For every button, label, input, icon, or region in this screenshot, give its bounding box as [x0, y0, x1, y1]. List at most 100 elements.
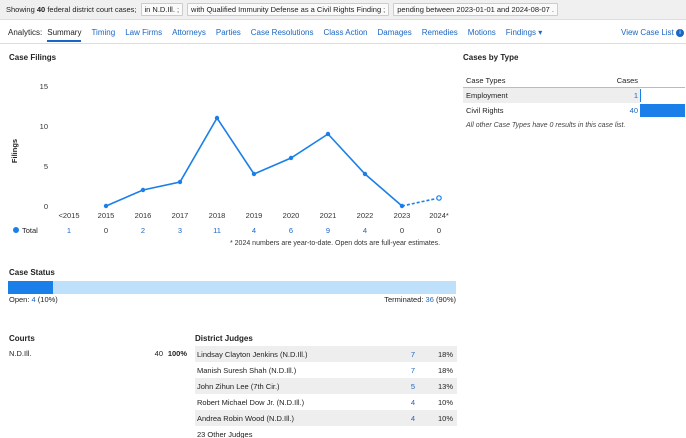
- tab-summary[interactable]: Summary: [47, 28, 82, 42]
- header-cases: Cases: [616, 76, 638, 85]
- case-type-bar-track: [640, 89, 685, 102]
- total-value: 1: [67, 226, 71, 235]
- estimate-point: [436, 195, 442, 201]
- total-value: 9: [326, 226, 330, 235]
- view-case-list-link[interactable]: View Case List i: [621, 28, 684, 37]
- x-tick-label: <2015: [58, 211, 79, 220]
- total-value: 0: [437, 226, 441, 235]
- judge-pct: 10%: [437, 397, 453, 407]
- case-type-count-link[interactable]: 1: [583, 88, 640, 103]
- case-type-bar-track: [640, 104, 685, 117]
- data-point: [288, 155, 294, 161]
- tab-timing[interactable]: Timing: [91, 28, 116, 37]
- case-types-note: All other Case Types have 0 results in t…: [466, 122, 626, 129]
- other-judges-label: 23 Other Judges: [197, 429, 253, 438]
- judge-name: Lindsay Clayton Jenkins (N.D.Ill.): [197, 349, 308, 359]
- status-open-pct: (10%): [37, 295, 58, 304]
- case-status-bar: [8, 281, 456, 294]
- y-tick-label: 10: [40, 122, 48, 131]
- judge-name: Andrea Robin Wood (N.D.Ill.): [197, 413, 294, 423]
- judge-row-other: 23 Other Judges: [195, 426, 457, 438]
- total-value: 4: [252, 226, 256, 235]
- judge-count-link[interactable]: 4: [410, 397, 415, 407]
- judge-name: Robert Michael Dow Jr. (N.D.Ill.): [197, 397, 305, 407]
- total-value: 6: [289, 226, 293, 235]
- judge-row: Manish Suresh Shah (N.D.Ill.) 7 18%: [195, 362, 457, 378]
- court-pct: 100%: [167, 348, 187, 358]
- case-type-name: Employment: [463, 88, 583, 103]
- tab-law-firms[interactable]: Law Firms: [125, 28, 163, 37]
- data-point: [362, 171, 368, 177]
- x-tick-label: 2022: [357, 211, 374, 220]
- case-type-bar: [640, 104, 685, 117]
- filter-chip-finding[interactable]: with Qualified Immunity Defense as a Civ…: [187, 3, 390, 16]
- judge-row: John Zihun Lee (7th Cir.) 5 13%: [195, 378, 457, 394]
- judge-count-link[interactable]: 7: [410, 365, 415, 375]
- y-tick-label: 5: [44, 162, 48, 171]
- total-value: 3: [178, 226, 182, 235]
- judge-pct: 18%: [437, 365, 453, 375]
- x-tick-label: 2021: [320, 211, 337, 220]
- header-case-types: Case Types: [466, 76, 506, 85]
- tab-damages[interactable]: Damages: [377, 28, 412, 37]
- status-open: Open: 4 (10%): [9, 295, 58, 304]
- tab-motions[interactable]: Motions: [467, 28, 496, 37]
- x-tick-label: 2016: [135, 211, 152, 220]
- courts-title: Courts: [9, 334, 35, 343]
- case-type-name: Civil Rights: [466, 106, 504, 115]
- total-value: 0: [104, 226, 108, 235]
- tab-remedies[interactable]: Remedies: [421, 28, 458, 37]
- judge-row: Robert Michael Dow Jr. (N.D.Ill.) 4 10%: [195, 394, 457, 410]
- court-row: N.D.Ill. 40 100%: [9, 346, 187, 360]
- analytics-label: Analytics:: [8, 28, 43, 37]
- data-point: [140, 187, 146, 193]
- district-judges-title: District Judges: [195, 334, 253, 343]
- tab-parties[interactable]: Parties: [215, 28, 241, 37]
- judge-pct: 10%: [437, 413, 453, 423]
- view-case-list-label: View Case List: [621, 28, 674, 37]
- status-open-count-link[interactable]: 4: [31, 295, 36, 304]
- total-value: 2: [141, 226, 145, 235]
- case-type-count-link[interactable]: 40: [629, 106, 638, 115]
- filter-summary-bar: Showing 40 federal district court cases;…: [0, 0, 686, 20]
- data-point: [103, 203, 109, 209]
- y-tick-label: 0: [44, 202, 48, 211]
- tab-case-resolutions[interactable]: Case Resolutions: [250, 28, 314, 37]
- tab-class-action[interactable]: Class Action: [323, 28, 368, 37]
- judge-row: Lindsay Clayton Jenkins (N.D.Ill.) 7 18%: [195, 346, 457, 362]
- judge-count-link[interactable]: 7: [410, 349, 415, 359]
- data-point: [251, 171, 257, 177]
- judge-pct: 13%: [437, 381, 453, 391]
- data-point: [214, 115, 220, 121]
- filter-chip-court[interactable]: in N.D.Ill.;: [140, 3, 184, 16]
- x-tick-label: 2019: [246, 211, 263, 220]
- total-label: Total: [22, 226, 38, 235]
- status-open-label: Open:: [9, 295, 30, 304]
- case-type-row-civil-rights: Civil Rights 40: [463, 103, 685, 118]
- tab-attorneys[interactable]: Attorneys: [172, 28, 206, 37]
- chart-footnote: * 2024 numbers are year-to-date. Open do…: [230, 240, 441, 247]
- cases-by-type-header: Case Types Cases: [463, 74, 685, 88]
- y-axis-label: Filings: [10, 139, 19, 163]
- court-count: 40: [154, 348, 163, 358]
- x-tick-label: 2015: [98, 211, 115, 220]
- case-status-title: Case Status: [9, 268, 55, 277]
- case-filings-title: Case Filings: [9, 53, 57, 62]
- judge-name: John Zihun Lee (7th Cir.): [197, 381, 280, 391]
- data-point: [325, 131, 331, 137]
- series-line-total: [105, 116, 403, 207]
- cases-by-type-title: Cases by Type: [463, 53, 519, 62]
- x-tick-label: 2024*: [429, 211, 449, 220]
- status-terminated-count-link[interactable]: 36: [425, 295, 434, 304]
- x-tick-label: 2017: [172, 211, 189, 220]
- judges-table: Lindsay Clayton Jenkins (N.D.Ill.) 7 18%…: [195, 346, 457, 438]
- filter-chip-date-range[interactable]: pending between 2023-01-01 and 2024-08-0…: [393, 3, 558, 16]
- total-legend-dot: [13, 227, 19, 233]
- total-value: 4: [363, 226, 367, 235]
- data-point: [177, 179, 183, 185]
- judge-count-link[interactable]: 5: [410, 381, 415, 391]
- tab-findings-dropdown[interactable]: Findings ▾: [505, 28, 543, 37]
- judge-count-link[interactable]: 4: [410, 413, 415, 423]
- x-tick-label: 2023: [394, 211, 411, 220]
